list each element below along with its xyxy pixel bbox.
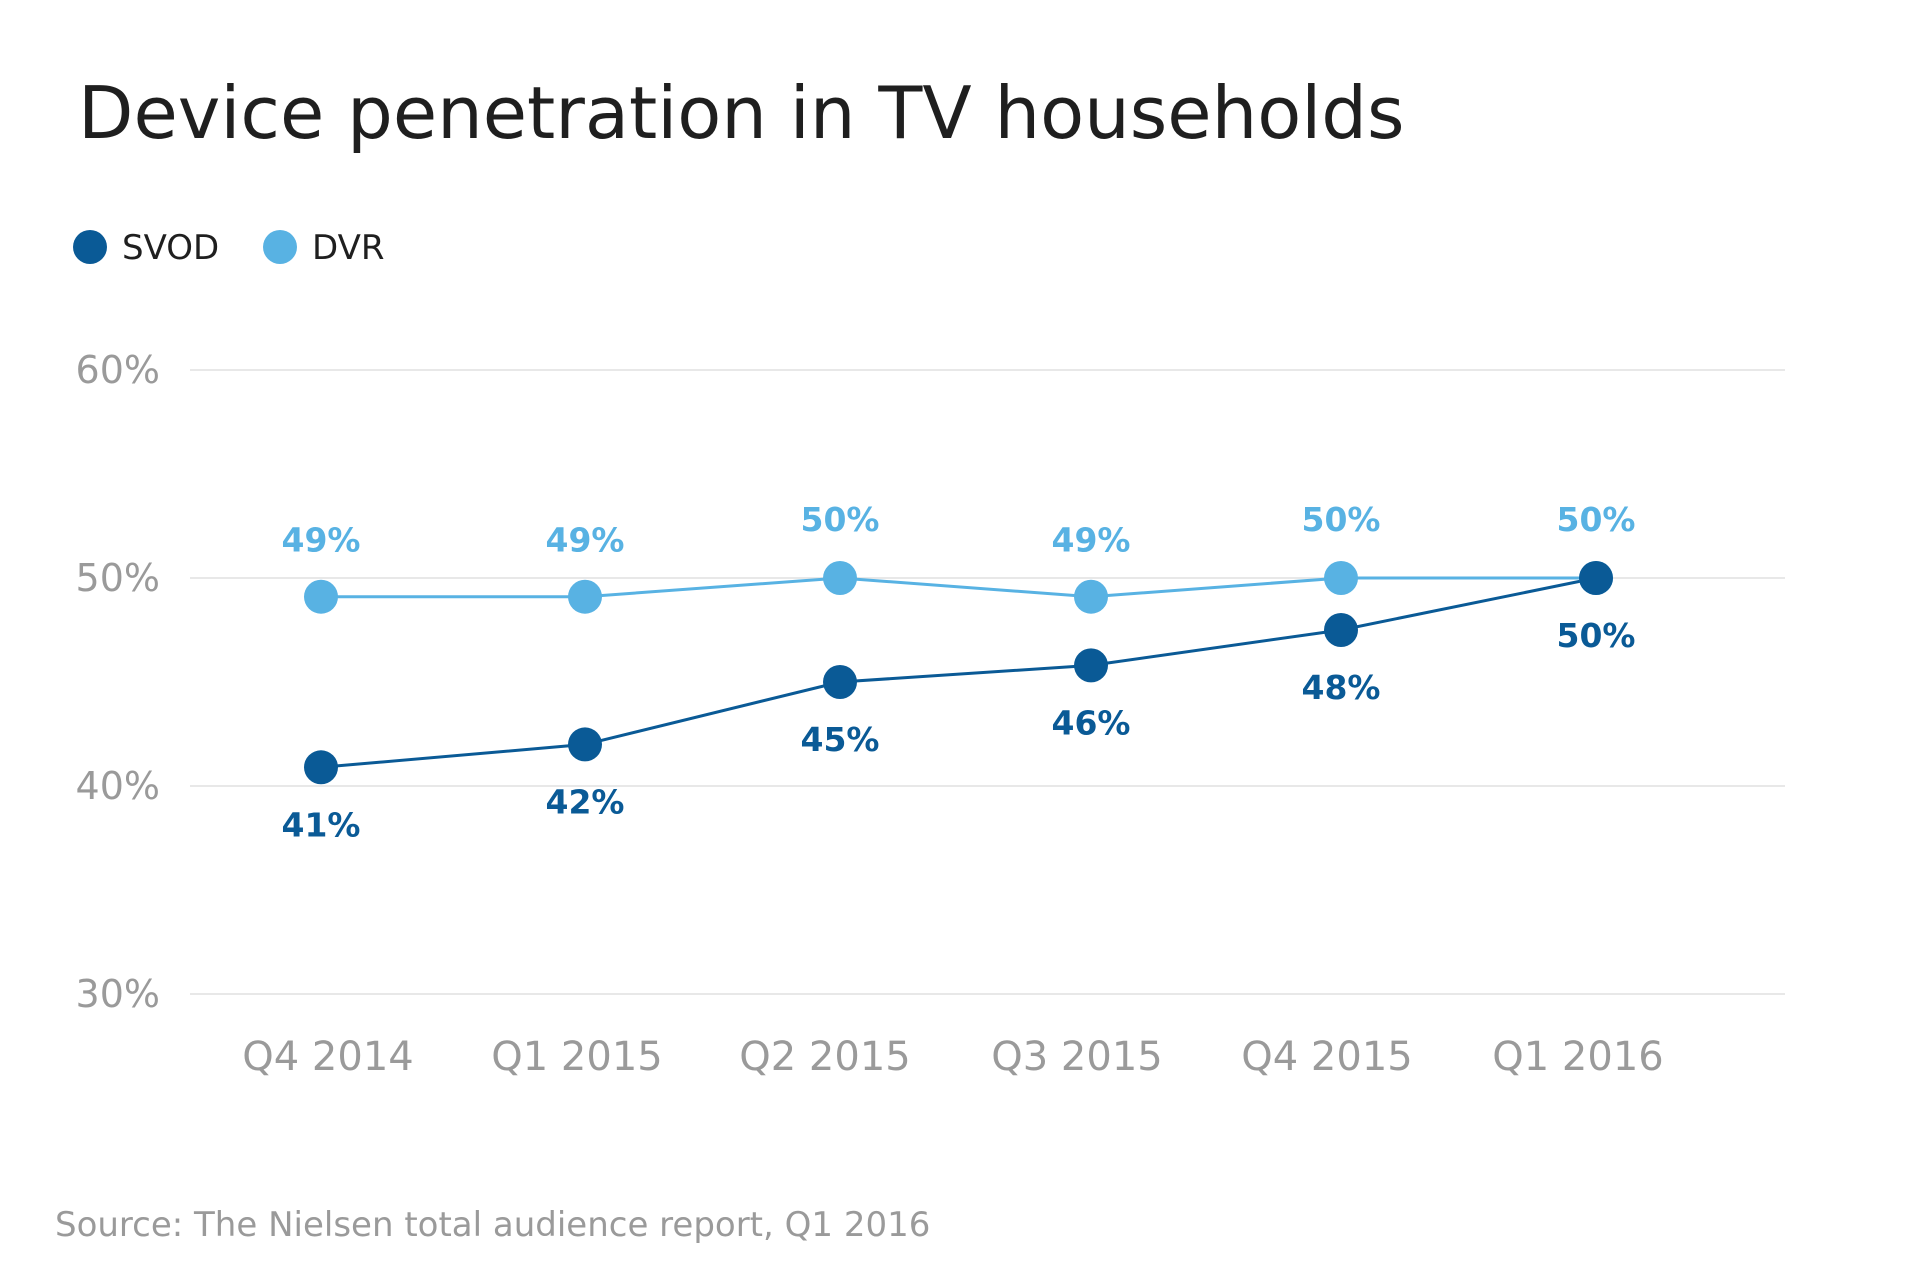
data-point-dvr	[304, 579, 338, 614]
x-tick-label: Q3 2015	[991, 1034, 1162, 1080]
data-label-svod: 50%	[1557, 616, 1636, 655]
data-point-svod	[823, 665, 857, 699]
data-label-dvr: 50%	[1302, 500, 1381, 539]
data-label-svod: 42%	[546, 782, 625, 821]
data-point-svod	[1579, 561, 1613, 595]
x-tick-label: Q1 2015	[491, 1034, 662, 1080]
x-tick-label: Q2 2015	[739, 1034, 910, 1080]
source-note: Source: The Nielsen total audience repor…	[55, 1205, 930, 1245]
data-label-dvr: 50%	[1557, 500, 1636, 539]
data-labels: 41% 42% 45% 46% 48% 50% 49% 49% 50% 49% 50% 50%	[282, 500, 1636, 844]
data-label-svod: 46%	[1052, 703, 1131, 742]
x-tick-label: Q4 2014	[242, 1034, 413, 1080]
legend-item-dvr: DVR	[263, 228, 384, 268]
data-point-svod	[304, 750, 338, 785]
data-point-svod	[568, 727, 602, 762]
legend: SVOD DVR	[73, 228, 384, 268]
y-axis-ticks: 30% 40% 50% 60%	[76, 348, 160, 1016]
series-line-dvr	[321, 576, 1596, 599]
data-point-dvr	[1324, 561, 1358, 595]
y-tick-label: 50%	[76, 556, 160, 600]
series-lines	[320, 576, 1597, 769]
legend-item-svod: SVOD	[73, 228, 219, 268]
data-point-dvr	[568, 579, 602, 614]
x-axis-ticks: Q4 2014 Q1 2015 Q2 2015 Q3 2015 Q4 2015 Q1 20…	[242, 1034, 1663, 1080]
data-label-svod: 45%	[801, 720, 880, 759]
data-label-dvr: 49%	[1052, 521, 1131, 560]
data-label-dvr: 49%	[546, 521, 625, 560]
legend-label-svod: SVOD	[122, 228, 219, 268]
data-point-dvr	[1074, 579, 1108, 614]
data-label-dvr: 49%	[282, 521, 361, 560]
y-tick-label: 30%	[76, 972, 160, 1016]
y-tick-label: 40%	[76, 764, 160, 808]
x-tick-label: Q1 2016	[1492, 1034, 1663, 1080]
series-line-svod	[320, 576, 1597, 769]
data-label-svod: 41%	[282, 805, 361, 844]
data-point-svod	[1074, 648, 1108, 683]
data-point-svod	[1324, 613, 1358, 647]
data-point-dvr	[823, 561, 857, 595]
y-tick-label: 60%	[76, 348, 160, 392]
legend-label-dvr: DVR	[312, 228, 384, 268]
legend-swatch-svod	[73, 230, 107, 264]
legend-swatch-dvr	[263, 230, 297, 264]
data-label-dvr: 50%	[801, 500, 880, 539]
series-points	[304, 561, 1613, 785]
gridlines	[190, 369, 1785, 995]
chart-title: Device penetration in TV households	[78, 71, 1404, 155]
x-tick-label: Q4 2015	[1241, 1034, 1412, 1080]
data-label-svod: 48%	[1302, 668, 1381, 707]
